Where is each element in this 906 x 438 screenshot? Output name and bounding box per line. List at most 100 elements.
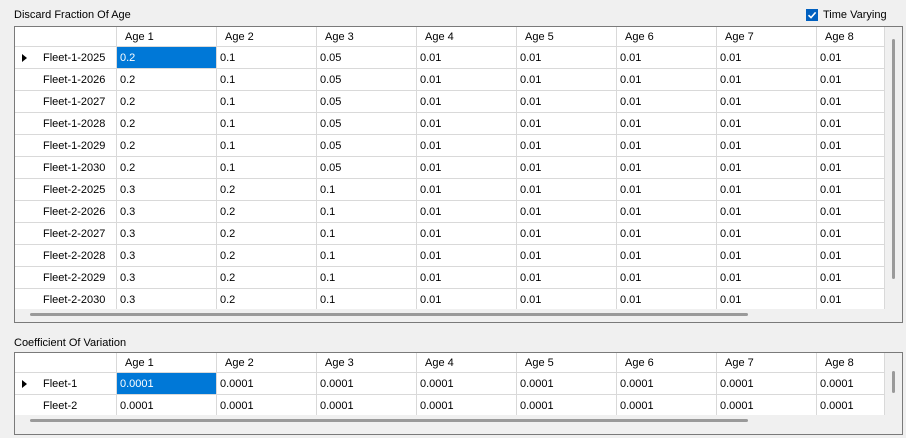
discard-row-header[interactable]: Fleet-2-2025	[15, 179, 117, 201]
discard-row-header[interactable]: Fleet-2-2027	[15, 223, 117, 245]
discard-cell[interactable]: 0.1	[217, 91, 317, 113]
cv-corner-header[interactable]	[15, 353, 117, 373]
discard-cell[interactable]: 0.01	[817, 179, 885, 201]
cv-column-header[interactable]: Age 6	[617, 353, 717, 373]
discard-cell[interactable]: 0.05	[317, 69, 417, 91]
cv-vertical-scroll-thumb[interactable]	[892, 371, 895, 393]
discard-cell[interactable]: 0.01	[717, 267, 817, 289]
discard-cell[interactable]: 0.01	[417, 91, 517, 113]
discard-cell[interactable]: 0.01	[617, 69, 717, 91]
discard-column-header[interactable]: Age 8	[817, 27, 885, 47]
cv-cell[interactable]: 0.0001	[217, 373, 317, 395]
discard-cell[interactable]: 0.2	[217, 245, 317, 267]
discard-cell[interactable]: 0.2	[217, 179, 317, 201]
cv-vertical-scrollbar[interactable]	[889, 353, 899, 415]
discard-cell[interactable]: 0.01	[717, 91, 817, 113]
discard-cell[interactable]: 0.3	[117, 223, 217, 245]
discard-cell[interactable]: 0.2	[117, 135, 217, 157]
cv-column-header[interactable]: Age 7	[717, 353, 817, 373]
cv-cell[interactable]: 0.0001	[617, 395, 717, 417]
discard-row-header[interactable]: Fleet-2-2028	[15, 245, 117, 267]
discard-cell[interactable]: 0.01	[617, 289, 717, 311]
cv-cell[interactable]: 0.0001	[217, 395, 317, 417]
discard-cell[interactable]: 0.01	[417, 245, 517, 267]
discard-cell[interactable]: 0.01	[717, 179, 817, 201]
discard-cell[interactable]: 0.01	[817, 289, 885, 311]
discard-cell[interactable]: 0.1	[317, 223, 417, 245]
discard-cell[interactable]: 0.01	[517, 245, 617, 267]
discard-cell[interactable]: 0.05	[317, 113, 417, 135]
discard-horizontal-scrollbar[interactable]	[15, 309, 890, 319]
discard-cell[interactable]: 0.01	[417, 201, 517, 223]
cv-cell[interactable]: 0.0001	[817, 395, 885, 417]
discard-cell[interactable]: 0.1	[217, 69, 317, 91]
cv-column-header[interactable]: Age 4	[417, 353, 517, 373]
discard-cell[interactable]: 0.01	[817, 201, 885, 223]
discard-cell[interactable]: 0.1	[217, 135, 317, 157]
discard-column-header[interactable]: Age 5	[517, 27, 617, 47]
cv-cell[interactable]: 0.0001	[117, 373, 217, 395]
discard-cell[interactable]: 0.01	[517, 113, 617, 135]
discard-cell[interactable]: 0.2	[217, 223, 317, 245]
discard-cell[interactable]: 0.01	[517, 69, 617, 91]
discard-cell[interactable]: 0.2	[217, 289, 317, 311]
discard-cell[interactable]: 0.01	[717, 157, 817, 179]
cv-cell[interactable]: 0.0001	[717, 395, 817, 417]
discard-row-header[interactable]: Fleet-1-2030	[15, 157, 117, 179]
discard-cell[interactable]: 0.2	[217, 201, 317, 223]
discard-cell[interactable]: 0.01	[817, 135, 885, 157]
discard-cell[interactable]: 0.01	[817, 69, 885, 91]
discard-cell[interactable]: 0.01	[517, 157, 617, 179]
discard-cell[interactable]: 0.01	[817, 91, 885, 113]
discard-cell[interactable]: 0.2	[217, 267, 317, 289]
discard-cell[interactable]: 0.01	[417, 289, 517, 311]
discard-row-header[interactable]: Fleet-2-2029	[15, 267, 117, 289]
discard-cell[interactable]: 0.01	[417, 47, 517, 69]
cv-cell[interactable]: 0.0001	[717, 373, 817, 395]
discard-cell[interactable]: 0.01	[417, 135, 517, 157]
discard-cell[interactable]: 0.01	[617, 47, 717, 69]
discard-cell[interactable]: 0.01	[817, 267, 885, 289]
discard-column-header[interactable]: Age 6	[617, 27, 717, 47]
discard-cell[interactable]: 0.01	[517, 201, 617, 223]
discard-cell[interactable]: 0.3	[117, 267, 217, 289]
discard-cell[interactable]: 0.01	[517, 135, 617, 157]
discard-row-header[interactable]: Fleet-2-2030	[15, 289, 117, 311]
discard-cell[interactable]: 0.05	[317, 135, 417, 157]
discard-cell[interactable]: 0.01	[617, 113, 717, 135]
discard-row-header[interactable]: Fleet-1-2025	[15, 47, 117, 69]
discard-cell[interactable]: 0.3	[117, 179, 217, 201]
cv-cell[interactable]: 0.0001	[817, 373, 885, 395]
discard-cell[interactable]: 0.01	[617, 157, 717, 179]
discard-cell[interactable]: 0.01	[417, 267, 517, 289]
discard-cell[interactable]: 0.1	[317, 201, 417, 223]
cv-column-header[interactable]: Age 5	[517, 353, 617, 373]
discard-cell[interactable]: 0.1	[317, 245, 417, 267]
discard-cell[interactable]: 0.05	[317, 91, 417, 113]
discard-cell[interactable]: 0.01	[517, 223, 617, 245]
cv-column-header[interactable]: Age 2	[217, 353, 317, 373]
discard-cell[interactable]: 0.01	[617, 179, 717, 201]
discard-cell[interactable]: 0.01	[417, 179, 517, 201]
discard-cell[interactable]: 0.01	[717, 245, 817, 267]
cv-column-header[interactable]: Age 1	[117, 353, 217, 373]
discard-cell[interactable]: 0.01	[817, 113, 885, 135]
cv-horizontal-scrollbar[interactable]	[15, 415, 890, 425]
discard-vertical-scrollbar[interactable]	[889, 27, 899, 309]
discard-cell[interactable]: 0.05	[317, 47, 417, 69]
discard-cell[interactable]: 0.3	[117, 289, 217, 311]
cv-row-header[interactable]: Fleet-2	[15, 395, 117, 417]
discard-cell[interactable]: 0.01	[417, 157, 517, 179]
discard-row-header[interactable]: Fleet-1-2027	[15, 91, 117, 113]
discard-row-header[interactable]: Fleet-1-2028	[15, 113, 117, 135]
discard-cell[interactable]: 0.01	[617, 267, 717, 289]
cv-cell[interactable]: 0.0001	[617, 373, 717, 395]
cv-horizontal-scroll-thumb[interactable]	[30, 419, 748, 422]
discard-vertical-scroll-thumb[interactable]	[892, 39, 895, 279]
time-varying-checkbox[interactable]: Time Varying	[806, 9, 887, 21]
cv-column-header[interactable]: Age 8	[817, 353, 885, 373]
discard-cell[interactable]: 0.01	[517, 289, 617, 311]
discard-cell[interactable]: 0.01	[817, 245, 885, 267]
discard-cell[interactable]: 0.1	[317, 267, 417, 289]
discard-cell[interactable]: 0.01	[717, 113, 817, 135]
